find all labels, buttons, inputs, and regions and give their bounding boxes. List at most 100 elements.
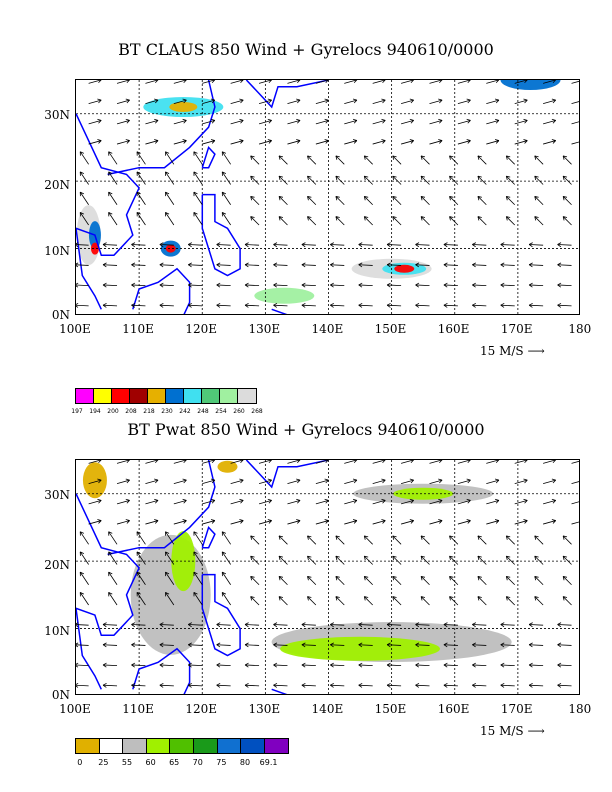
- wind-arrow-head: [358, 642, 363, 648]
- wind-arrow: [344, 499, 357, 505]
- wind-arrow: [372, 479, 386, 484]
- wind-arrow-head: [443, 622, 448, 628]
- wind-arrow-head: [528, 662, 533, 668]
- wind-arrow-head: [108, 151, 113, 156]
- wind-arrow-head: [415, 262, 420, 268]
- wind-arrow-head: [125, 139, 130, 144]
- wind-arrow-head: [125, 98, 130, 104]
- panel1-xlabel-2: 120E: [185, 322, 218, 336]
- wind-arrow: [278, 535, 288, 545]
- wind-arrow: [307, 596, 317, 606]
- wind-arrow: [420, 216, 430, 226]
- panel2-colorbar-label: 0: [77, 758, 83, 767]
- wind-arrow: [457, 479, 471, 484]
- wind-arrow-head: [381, 118, 386, 124]
- wind-arrow-head: [472, 262, 477, 268]
- wind-arrow-head: [534, 195, 539, 201]
- wind-arrow: [506, 596, 516, 606]
- wind-arrow-head: [159, 282, 164, 288]
- wind-arrow: [387, 304, 402, 307]
- wind-arrow: [301, 664, 316, 667]
- wind-arrow: [145, 119, 159, 125]
- wind-arrow-head: [210, 139, 216, 144]
- wind-arrow: [529, 664, 544, 667]
- wind-arrow: [278, 596, 288, 606]
- wind-arrow-head: [386, 642, 391, 648]
- wind-arrow-head: [278, 555, 284, 561]
- wind-arrow-head: [182, 519, 187, 524]
- coastline: [76, 113, 140, 310]
- wind-arrow: [557, 264, 572, 266]
- wind-arrow-head: [392, 155, 397, 160]
- wind-arrow: [202, 80, 215, 84]
- wind-arrow-head: [154, 118, 159, 124]
- wind-arrow: [315, 499, 329, 505]
- wind-arrow-head: [216, 302, 221, 308]
- panel2-xlabel-8: 180: [568, 702, 592, 716]
- panel2-xlabel-7: 170E: [500, 702, 533, 716]
- wind-arrow: [387, 684, 402, 687]
- wind-arrow-head: [244, 242, 249, 248]
- wind-arrow: [88, 499, 102, 505]
- wind-arrow-head: [363, 155, 369, 160]
- wind-arrow-head: [250, 195, 255, 201]
- panel2-title: BT Pwat 850 Wind + Gyrelocs 940610/0000: [127, 420, 485, 439]
- wind-arrow: [534, 555, 544, 565]
- wind-arrow-head: [410, 460, 414, 464]
- wind-arrow: [230, 460, 244, 464]
- wind-arrow-head: [267, 498, 272, 504]
- wind-arrow-head: [415, 662, 420, 668]
- wind-arrow: [315, 140, 329, 145]
- wind-arrow-head: [415, 242, 420, 248]
- wind-arrow-head: [79, 571, 85, 577]
- wind-arrow-head: [131, 262, 136, 268]
- wind-arrow-head: [330, 242, 334, 248]
- wind-arrow: [415, 244, 430, 246]
- wind-arrow: [221, 531, 231, 545]
- wind-arrow: [103, 304, 118, 307]
- wind-arrow: [278, 196, 288, 206]
- wind-arrow-head: [221, 551, 227, 556]
- wind-arrow: [250, 555, 260, 565]
- wind-arrow: [500, 644, 515, 646]
- wind-arrow-head: [97, 519, 102, 524]
- claus-map-svg: [76, 80, 579, 314]
- wind-arrow: [250, 155, 260, 165]
- wind-arrow-head: [500, 642, 505, 648]
- wind-arrow-head: [239, 98, 244, 104]
- wind-arrow: [173, 140, 187, 145]
- wind-arrow: [79, 551, 89, 565]
- wind-arrow: [387, 264, 402, 266]
- wind-arrow: [159, 304, 174, 307]
- field-blob: [394, 264, 415, 273]
- wind-arrow-head: [438, 519, 443, 524]
- wind-arrow-head: [382, 80, 386, 84]
- wind-arrow-head: [102, 682, 107, 688]
- wind-arrow: [443, 664, 458, 667]
- coastline: [271, 308, 288, 314]
- wind-arrow: [543, 99, 556, 104]
- wind-arrow: [131, 304, 146, 307]
- wind-arrow-head: [267, 139, 272, 144]
- wind-arrow: [108, 151, 118, 165]
- panel1-colorbar-label: 197: [71, 408, 83, 415]
- wind-arrow: [287, 119, 301, 125]
- wind-arrow-head: [410, 80, 414, 84]
- wind-arrow-head: [102, 302, 107, 308]
- wind-arrow-head: [324, 519, 329, 524]
- wind-arrow: [165, 171, 175, 185]
- wind-arrow-head: [392, 596, 397, 601]
- wind-arrow: [486, 119, 500, 125]
- panel2-colorbar-swatch: [170, 739, 194, 753]
- wind-arrow: [514, 140, 528, 145]
- panel1-colorbar: [75, 388, 257, 404]
- wind-arrow: [457, 499, 471, 505]
- wind-arrow: [131, 664, 146, 667]
- wind-arrow: [506, 155, 516, 165]
- wind-arrow-head: [268, 460, 272, 464]
- wind-arrow: [202, 119, 215, 125]
- wind-arrow: [159, 684, 174, 687]
- wind-arrow-head: [188, 282, 192, 288]
- wind-arrow: [273, 264, 288, 266]
- wind-arrow-head: [165, 151, 170, 156]
